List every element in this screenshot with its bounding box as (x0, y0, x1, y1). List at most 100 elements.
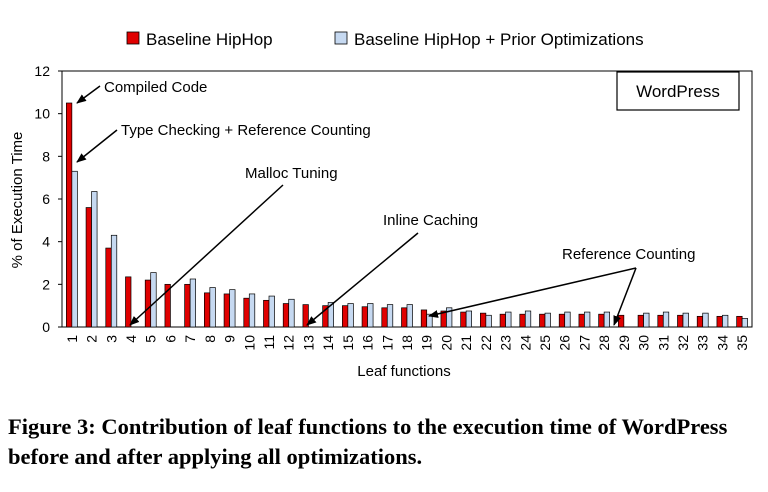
bar-prior-15 (347, 303, 354, 328)
annotation-malloc-tuning: Malloc Tuning (245, 165, 338, 182)
bar-prior-32 (682, 312, 689, 328)
y-axis-title: % of Execution Time (9, 132, 26, 269)
bar-baseline-7 (184, 283, 191, 328)
x-axis: 1 2 3 4 5 6 7 8 9 10 11 12 13 14 15 16 17 18 19 20 21 22 23 24 2… (64, 335, 750, 351)
annotation-inline-caching-arrow (306, 232, 419, 326)
figure-caption: Figure 3: Contribution of leaf functions… (8, 414, 728, 469)
bar-prior-30 (643, 312, 650, 328)
x-tick-label: 8 (202, 335, 218, 343)
bar-baseline-23 (499, 313, 506, 328)
bar-baseline-21 (460, 311, 467, 328)
bar-prior-21 (465, 310, 472, 328)
legend-label-prior: Baseline HipHop + Prior Optimizations (354, 30, 644, 49)
x-tick-label: 18 (399, 335, 415, 351)
x-tick-label: 17 (379, 335, 395, 351)
y-tick-label: 12 (34, 63, 50, 79)
bar-baseline-29 (618, 314, 625, 328)
x-tick-label: 24 (517, 335, 533, 351)
bar-baseline-33 (696, 315, 704, 328)
x-tick-label: 19 (419, 335, 435, 351)
annotation-malloc-tuning-arrow (129, 184, 284, 326)
bar-prior-18 (406, 304, 413, 328)
chart-figure: Baseline HipHop Baseline HipHop + Prior … (9, 30, 753, 380)
bar-prior-27 (584, 311, 591, 328)
bar-baseline-2 (85, 207, 92, 328)
x-tick-label: 21 (458, 335, 474, 351)
y-tick-label: 8 (42, 148, 50, 164)
dataset-box: WordPress (616, 71, 740, 111)
bar-baseline-8 (204, 292, 211, 328)
annotation-compiled-code-arrow (76, 85, 101, 104)
bar-baseline-34 (716, 315, 723, 328)
x-tick-label: 5 (143, 335, 159, 343)
bar-prior-12 (288, 298, 295, 328)
x-tick-label: 32 (675, 335, 691, 351)
bar-prior-8 (209, 287, 216, 328)
bar-prior-10 (248, 293, 256, 328)
bar-prior-31 (662, 311, 670, 328)
y-axis: 0 2 4 6 8 10 12 (34, 63, 62, 335)
bar-prior-1 (71, 170, 78, 328)
bar-prior-34 (722, 314, 729, 328)
annotation-reference-counting-arrow-right (613, 267, 637, 326)
x-tick-label: 16 (360, 335, 376, 351)
bar-baseline-1 (66, 102, 73, 328)
bar-baseline-22 (480, 312, 487, 328)
bar-baseline-25 (539, 313, 546, 328)
bar-prior-33 (702, 312, 709, 328)
x-tick-label: 20 (438, 335, 454, 351)
bar-baseline-9 (223, 293, 230, 328)
bar-baseline-35 (736, 315, 743, 328)
x-tick-label: 7 (182, 335, 198, 343)
dataset-box-frame (616, 71, 740, 111)
bar-baseline-3 (105, 247, 112, 328)
x-tick-label: 22 (478, 335, 494, 351)
x-tick-label: 11 (261, 335, 277, 350)
x-tick-label: 33 (695, 335, 711, 351)
legend: Baseline HipHop Baseline HipHop + Prior … (126, 30, 644, 49)
bar-baseline-6 (164, 283, 171, 328)
x-tick-label: 14 (320, 335, 336, 351)
bar-baseline-15 (342, 305, 349, 328)
x-tick-label: 1 (64, 335, 80, 343)
bar-prior-16 (367, 303, 374, 328)
x-tick-label: 12 (281, 335, 297, 351)
x-tick-label: 30 (636, 335, 652, 351)
bar-prior-26 (564, 311, 571, 328)
legend-swatch-baseline (126, 31, 140, 45)
annotation-compiled-code: Compiled Code (104, 79, 207, 96)
y-tick-label: 10 (34, 106, 50, 122)
annotation-reference-counting: Reference Counting (562, 246, 695, 263)
y-tick-label: 4 (42, 234, 50, 250)
bar-baseline-12 (282, 303, 290, 328)
x-tick-label: 6 (162, 335, 178, 343)
x-tick-label: 25 (537, 335, 553, 351)
bar-prior-28 (603, 311, 610, 328)
bar-prior-5 (150, 272, 157, 328)
bar-baseline-28 (598, 313, 605, 328)
x-tick-label: 23 (498, 335, 514, 351)
bar-baseline-24 (519, 313, 526, 328)
bar-baseline-4 (125, 276, 132, 328)
bar-prior-23 (505, 311, 512, 328)
y-tick-label: 6 (42, 191, 50, 207)
x-tick-label: 3 (103, 335, 119, 343)
x-tick-label: 9 (222, 335, 238, 343)
x-tick-label: 2 (84, 335, 100, 343)
x-tick-label: 4 (123, 335, 139, 343)
bar-baseline-27 (578, 313, 585, 328)
x-tick-label: 31 (655, 335, 671, 351)
bar-prior-9 (229, 289, 236, 328)
bar-baseline-13 (302, 304, 309, 328)
x-tick-label: 27 (576, 335, 592, 351)
x-tick-label: 13 (300, 335, 316, 351)
x-tick-label: 29 (616, 335, 632, 351)
bar-prior-2 (91, 191, 98, 328)
annotation-type-checking-arrow (76, 129, 118, 163)
annotation-inline-caching: Inline Caching (383, 212, 478, 229)
bar-prior-24 (524, 310, 532, 328)
bar-baseline-17 (381, 307, 388, 328)
x-tick-label: 26 (557, 335, 573, 351)
x-tick-label: 34 (714, 335, 730, 351)
bar-baseline-30 (637, 314, 644, 328)
